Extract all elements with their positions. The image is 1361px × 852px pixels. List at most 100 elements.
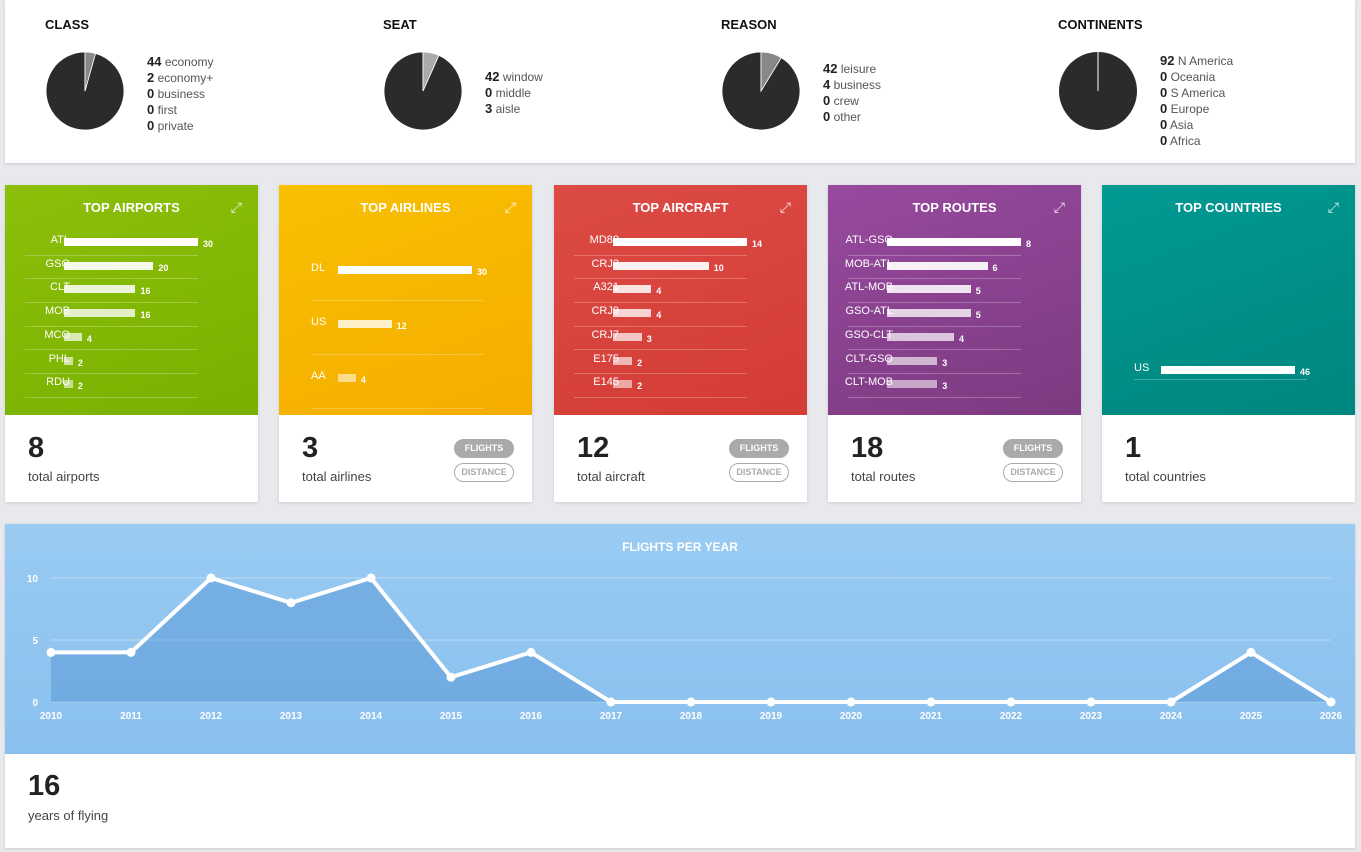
data-point[interactable] [1086, 697, 1096, 707]
legend-label: Oceania [1170, 70, 1216, 84]
flights-per-year-chart: FLIGHTS PER YEAR 0 5 10 2010 2011 2012 2013 2014… [27, 540, 1343, 722]
bar-row[interactable]: CLT-MOB 3 [845, 374, 1021, 398]
bar-label: US [1134, 362, 1150, 374]
bar-row[interactable]: ATL-MOB 5 [845, 279, 1021, 304]
bar-row[interactable]: CRJ7 3 [574, 327, 747, 351]
bar [64, 380, 73, 389]
data-point[interactable] [846, 697, 856, 707]
bar-value: 10 [713, 262, 724, 273]
bar-row[interactable]: AA 4 [311, 355, 484, 409]
bar-value: 16 [140, 310, 151, 321]
data-point[interactable] [1166, 697, 1176, 707]
total-count: 12 [577, 432, 610, 464]
pie-chart [721, 51, 801, 131]
bar-row[interactable]: CRJ2 10 [574, 256, 747, 280]
bar-row[interactable]: MD88 14 [574, 232, 762, 256]
expand-icon[interactable]: ⤢ [1327, 199, 1339, 215]
data-point[interactable] [1326, 697, 1336, 707]
legend-item: 0 other [823, 109, 881, 125]
bar-value: 3 [942, 381, 948, 392]
total-label: total aircraft [577, 469, 645, 484]
flights-toggle[interactable]: FLIGHTS [454, 439, 514, 458]
x-tick: 2017 [600, 711, 623, 722]
bar [64, 238, 198, 246]
bar-value: 30 [477, 267, 488, 277]
expand-icon[interactable]: ⤢ [1053, 199, 1065, 215]
bar [887, 285, 971, 294]
distance-toggle[interactable]: DISTANCE [454, 463, 514, 482]
legend-count: 0 [1160, 117, 1168, 132]
bar-value: 3 [646, 333, 652, 344]
bar [887, 332, 954, 341]
card-title: TOP AIRLINES [360, 200, 451, 215]
bar-value: 3 [942, 357, 948, 368]
bar-row[interactable]: MOB-ATL 6 [845, 256, 1021, 280]
data-point[interactable] [446, 672, 456, 682]
bar [64, 309, 136, 318]
area-fill [51, 578, 1331, 702]
bar-row[interactable]: PHL 2 [25, 351, 198, 375]
bar-row[interactable]: ATL-GSO 8 [846, 232, 1031, 256]
expand-icon[interactable]: ⤢ [779, 199, 791, 215]
data-point[interactable] [126, 647, 136, 657]
legend-count: 0 [147, 101, 155, 117]
legend-label: S America [1170, 86, 1226, 100]
legend-label: other [833, 110, 861, 124]
bar-row[interactable]: RDU 2 [25, 374, 198, 398]
bar-value: 5 [975, 286, 981, 297]
bar-row[interactable]: GSO 20 [25, 256, 198, 280]
data-point[interactable] [686, 697, 696, 707]
bar-row[interactable]: CRJ9 4 [574, 303, 747, 327]
bar-row[interactable]: ATL 30 [25, 232, 213, 256]
data-point[interactable] [1006, 697, 1016, 707]
bar-label: GSO [45, 257, 70, 270]
data-point[interactable] [606, 697, 616, 707]
data-point[interactable] [926, 697, 936, 707]
bar-row[interactable]: E175 2 [574, 351, 747, 375]
legend-label: Europe [1170, 102, 1210, 116]
bar-row[interactable]: DL 30 [311, 247, 488, 301]
data-point[interactable] [366, 573, 376, 583]
bar-value: 4 [656, 310, 662, 321]
data-point[interactable] [766, 697, 776, 707]
pie-continents: CONTINENTS 92 N America 0 Oceania 0 S Ameri… [1058, 0, 1358, 163]
data-point[interactable] [206, 573, 216, 583]
years-label: years of flying [28, 808, 109, 823]
bar-row[interactable]: GSO-ATL 5 [846, 303, 1021, 327]
card-header: TOP AIRCRAFT ⤢ MD88 14 CRJ2 10 A321 4 CRJ9 4 CRJ7 3… [554, 185, 807, 415]
bar-row[interactable]: GSO-CLT 4 [845, 327, 1021, 351]
x-tick: 2020 [840, 711, 863, 722]
bar-value: 2 [77, 381, 83, 392]
bar-value: 30 [203, 239, 214, 249]
data-point[interactable] [1246, 647, 1256, 657]
distance-toggle[interactable]: DISTANCE [1003, 463, 1063, 482]
bar-row[interactable]: US 46 [1134, 300, 1310, 380]
bar-row[interactable]: E145 2 [574, 374, 747, 398]
data-point[interactable] [526, 647, 536, 657]
card-top-routes: TOP ROUTES ⤢ ATL-GSO 8 MOB-ATL 6 ATL-MOB 5 GSO-A… [828, 185, 1081, 502]
bar-row[interactable]: MCO 4 [25, 327, 198, 351]
bar-label: CRJ7 [591, 328, 619, 341]
total-label: total routes [851, 469, 916, 484]
total-label: total airports [28, 469, 100, 484]
pie-slice [84, 51, 97, 92]
bar-value: 5 [975, 310, 981, 321]
bar-row[interactable]: CLT 16 [25, 279, 198, 304]
legend-item: 2 economy+ [147, 70, 214, 86]
pie-chart [383, 51, 463, 131]
data-point[interactable] [46, 647, 56, 657]
flights-toggle[interactable]: FLIGHTS [729, 439, 789, 458]
expand-icon[interactable]: ⤢ [230, 199, 242, 215]
pie-legend: 44 economy 2 economy+ 0 business 0 first 0 p… [147, 54, 214, 134]
legend-item: 42 leisure [823, 61, 881, 77]
flights-toggle[interactable]: FLIGHTS [1003, 439, 1063, 458]
data-point[interactable] [286, 598, 296, 608]
distance-toggle[interactable]: DISTANCE [729, 463, 789, 482]
card-top-aircraft: TOP AIRCRAFT ⤢ MD88 14 CRJ2 10 A321 4 CRJ9 4 CRJ7 3… [554, 185, 807, 502]
bar-row[interactable]: A321 4 [574, 279, 747, 304]
bar-row[interactable]: US 12 [311, 301, 484, 355]
bar [64, 261, 154, 270]
bar-row[interactable]: MOB 16 [25, 303, 198, 327]
expand-icon[interactable]: ⤢ [504, 199, 516, 215]
bar-row[interactable]: CLT-GSO 3 [846, 351, 1021, 375]
